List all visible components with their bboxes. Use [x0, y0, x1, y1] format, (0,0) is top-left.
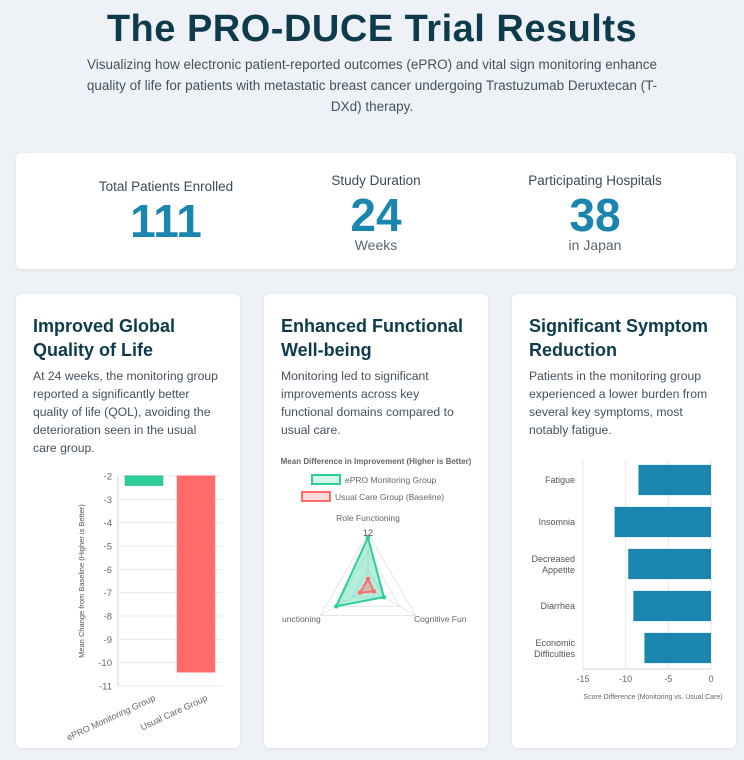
- bar-symptom: [614, 506, 711, 538]
- card-quality-of-life: Improved Global Quality of Life At 24 we…: [16, 294, 240, 748]
- card-description: At 24 weeks, the monitoring group report…: [33, 369, 218, 455]
- card-symptom-reduction: Significant Symptom Reduction Patients i…: [512, 294, 736, 748]
- stats-panel: Total Patients Enrolled 111 Study Durati…: [16, 153, 736, 269]
- radar-grid: [351, 568, 385, 598]
- qol-bar-chart: -2 -3 -4 -5 -6 -7 -8 -9 -10 -11 Mean Change from B…: [65, 472, 222, 743]
- y-tick-label: Fatigue: [545, 475, 575, 485]
- card-functional-wellbeing: Enhanced Functional Well-being Monitorin…: [264, 294, 488, 748]
- axis-label-emotional: unctioning: [282, 614, 321, 624]
- y-tick-label: -5: [104, 542, 112, 553]
- y-tick-label: Diarrhea: [540, 601, 575, 611]
- legend-label: ePRO Monitoring Group: [345, 475, 436, 485]
- y-tick-label: -4: [104, 518, 112, 529]
- radar-point: [357, 590, 363, 595]
- radar-grid: [335, 550, 401, 607]
- bar-usual-care: [176, 475, 216, 673]
- radar-tick-label: 12: [363, 528, 373, 538]
- y-tick-label: -10: [98, 658, 112, 669]
- stat-sub: Weeks: [354, 237, 398, 253]
- page-subtitle: Visualizing how electronic patient-repor…: [86, 57, 658, 114]
- x-tick-label: -5: [664, 674, 672, 684]
- radar-spoke: [367, 587, 416, 616]
- stat-value: 38: [569, 189, 621, 241]
- card-title: Improved Global Quality of Life: [33, 316, 176, 360]
- y-tick-label: -9: [104, 635, 112, 646]
- stat-duration: Study Duration 24 Weeks: [256, 173, 496, 252]
- axis-label-role: Role Functioning: [336, 513, 400, 523]
- bar-symptom: [628, 548, 711, 580]
- legend-label: Usual Care Group (Baseline): [335, 492, 444, 502]
- stat-value: 111: [130, 195, 202, 247]
- card-title: Enhanced Functional Well-being: [281, 316, 464, 360]
- y-tick-label: -6: [104, 565, 112, 576]
- radar-grid: [319, 531, 417, 616]
- stat-hospitals: Participating Hospitals 38 in Japan: [475, 173, 715, 252]
- x-tick-label: -15: [576, 674, 589, 684]
- legend-swatch: [301, 491, 331, 502]
- radar-point: [381, 594, 387, 600]
- card-description: Monitoring led to significant improvemen…: [281, 369, 454, 437]
- stat-value: 24: [350, 189, 402, 241]
- x-tick-label: ePRO Monitoring Group: [65, 693, 157, 743]
- radar-point: [334, 604, 339, 609]
- legend-swatch: [311, 474, 341, 485]
- stat-sub: in Japan: [568, 237, 622, 253]
- card-description: Patients in the monitoring group experie…: [529, 369, 708, 437]
- radar-point: [365, 535, 371, 540]
- y-tick-label: -8: [104, 612, 112, 623]
- functional-radar-chart: Mean Difference in Improvement (Higher i…: [281, 457, 472, 624]
- bar-symptom: [644, 632, 711, 664]
- y-tick-label: Decreased Appetite: [531, 554, 575, 575]
- y-tick-label: Insomnia: [538, 517, 575, 527]
- symptom-bar-chart: -15 -10 -5 0 Score Difference (Monitoring vs…: [531, 459, 723, 701]
- radar-series-usual-care: [358, 576, 376, 594]
- stat-label: Total Patients Enrolled: [98, 179, 234, 194]
- page-title: The PRO-DUCE Trial Results: [106, 8, 638, 50]
- y-tick-label: -2: [104, 472, 112, 483]
- y-axis-label: Mean Change from Baseline (Higher is Bet…: [77, 504, 86, 658]
- bar-symptom: [633, 590, 711, 622]
- bar-epro: [124, 475, 164, 486]
- stat-label: Participating Hospitals: [528, 173, 662, 188]
- chart-title: Mean Difference in Improvement (Higher i…: [281, 457, 472, 466]
- y-tick-label: -7: [104, 588, 112, 599]
- stat-label: Study Duration: [331, 173, 421, 188]
- axis-label-cognitive: Cognitive Fun: [414, 614, 467, 624]
- bar-symptom: [638, 464, 711, 496]
- x-axis-label: Score Difference (Monitoring vs. Usual C…: [583, 694, 722, 701]
- radar-point: [371, 589, 377, 594]
- x-tick-label: -10: [619, 674, 632, 684]
- radar-point: [365, 576, 371, 582]
- y-tick-label: Economic Difficulties: [534, 638, 575, 659]
- stat-patients: Total Patients Enrolled 111: [46, 179, 286, 244]
- y-tick-label: -3: [104, 495, 112, 506]
- x-tick-label: 0: [708, 674, 713, 684]
- y-tick-label: -11: [99, 682, 112, 693]
- card-title: Significant Symptom Reduction: [529, 316, 709, 360]
